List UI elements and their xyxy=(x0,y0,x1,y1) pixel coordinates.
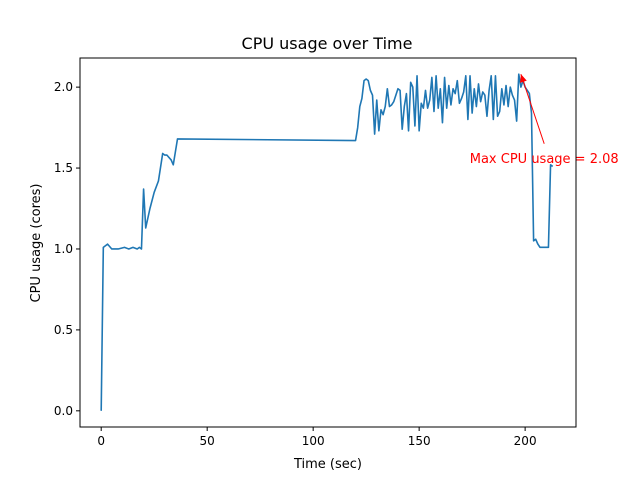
series-line xyxy=(100,73,554,411)
annotation-arrowhead xyxy=(520,74,527,83)
max-usage-annotation: Max CPU usage = 2.08 xyxy=(470,152,619,167)
y-tick-label: 1.5 xyxy=(54,161,73,175)
x-tick-label: 100 xyxy=(302,434,325,448)
chart-title: CPU usage over Time xyxy=(242,34,413,53)
x-axis: 0 50 100 150 200 xyxy=(97,427,537,448)
y-axis-label: CPU usage (cores) xyxy=(29,184,44,303)
x-tick-label: 50 xyxy=(200,434,215,448)
plot-area: Max CPU usage = 2.08 xyxy=(100,73,619,411)
axes-frame xyxy=(79,57,577,428)
y-tick-label: 2.0 xyxy=(54,80,73,94)
x-tick-label: 0 xyxy=(97,434,105,448)
y-tick-label: 0.5 xyxy=(54,323,73,337)
x-tick-label: 200 xyxy=(514,434,537,448)
x-tick-label: 150 xyxy=(408,434,431,448)
x-axis-label: Time (sec) xyxy=(293,457,362,472)
annotation-arrow xyxy=(520,74,545,144)
y-tick-label: 1.0 xyxy=(54,242,73,256)
y-axis: 0.0 0.5 1.0 1.5 2.0 xyxy=(54,80,80,418)
y-tick-label: 0.0 xyxy=(54,404,73,418)
